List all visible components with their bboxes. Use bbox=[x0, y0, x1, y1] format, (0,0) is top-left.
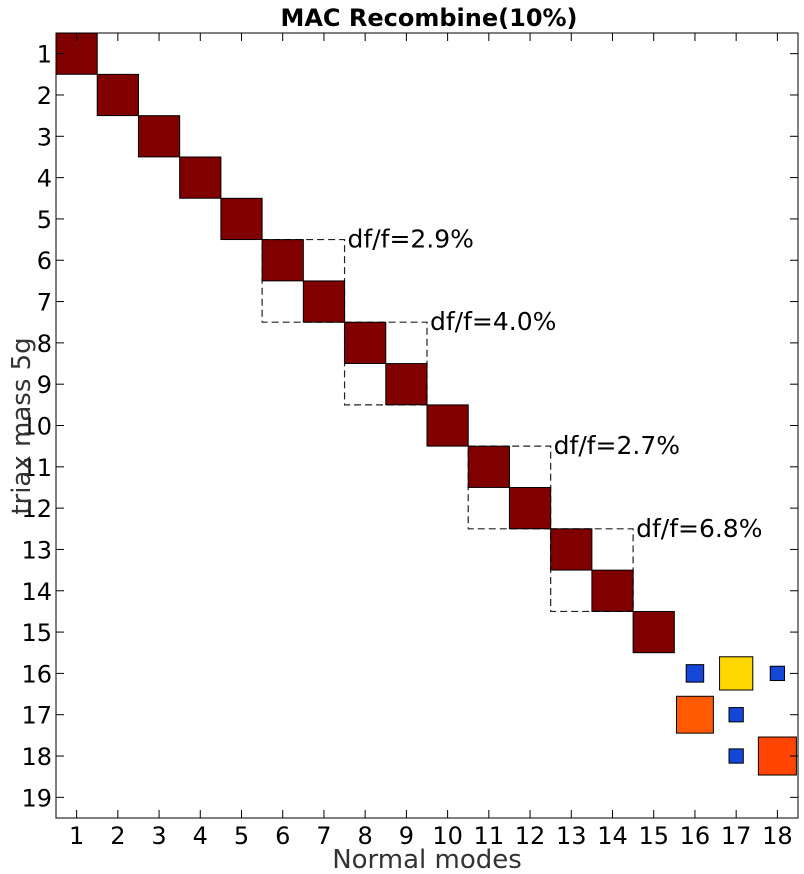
axis-ticks bbox=[56, 33, 798, 818]
heatmap-cell bbox=[344, 321, 387, 364]
heatmap-cell bbox=[728, 748, 744, 764]
heatmap-cell bbox=[385, 363, 428, 406]
heatmap-cell bbox=[426, 404, 469, 447]
x-tick-label: 1 bbox=[69, 822, 84, 850]
x-tick-label: 4 bbox=[193, 822, 208, 850]
annotation-labels: df/f=2.9% df/f=4.0% df/f=2.7% df/f=6.8% bbox=[348, 225, 763, 543]
y-tick-label: 4 bbox=[37, 165, 52, 193]
y-tick-label: 3 bbox=[37, 123, 52, 151]
annotation-label: df/f=2.7% bbox=[554, 431, 680, 460]
heatmap-cell bbox=[550, 528, 593, 571]
heatmap-cell bbox=[137, 115, 181, 158]
heatmap-cell bbox=[719, 656, 754, 691]
x-axis-label: Normal modes bbox=[332, 845, 522, 874]
heatmap-cell bbox=[591, 569, 634, 612]
heatmap-cell bbox=[467, 445, 510, 488]
y-tick-label: 11 bbox=[21, 454, 52, 482]
heatmap-cell bbox=[632, 610, 675, 654]
y-axis-label: triax mass 5g bbox=[7, 337, 37, 514]
heatmap-cell bbox=[508, 487, 552, 530]
y-tick-label: 7 bbox=[37, 289, 52, 317]
x-tick-label: 12 bbox=[515, 822, 546, 850]
x-tick-label: 5 bbox=[234, 822, 249, 850]
x-tick-label: 7 bbox=[316, 822, 331, 850]
x-tick-label: 17 bbox=[721, 822, 752, 850]
heatmap-cell bbox=[261, 239, 304, 282]
y-tick-label: 19 bbox=[21, 784, 52, 812]
y-tick-label: 12 bbox=[21, 495, 52, 523]
annotation-label: df/f=4.0% bbox=[430, 307, 556, 336]
x-tick-label: 11 bbox=[474, 822, 505, 850]
heatmap-cell bbox=[179, 156, 222, 199]
y-tick-label: 9 bbox=[37, 371, 52, 399]
x-tick-labels: 1 2 3 4 5 6 7 8 9 10 11 12 13 14 15 16 17 18 bbox=[69, 822, 793, 850]
heatmap-cell bbox=[676, 695, 714, 734]
x-tick-label: 2 bbox=[110, 822, 125, 850]
y-tick-label: 17 bbox=[21, 702, 52, 730]
x-tick-label: 18 bbox=[762, 822, 793, 850]
x-tick-label: 15 bbox=[638, 822, 669, 850]
y-tick-label: 1 bbox=[37, 41, 52, 69]
x-tick-label: 8 bbox=[358, 822, 373, 850]
y-tick-label: 15 bbox=[21, 619, 52, 647]
y-tick-label: 2 bbox=[37, 82, 52, 110]
heatmap-cell bbox=[685, 664, 705, 683]
x-tick-label: 13 bbox=[556, 822, 587, 850]
heatmap-cell bbox=[302, 280, 346, 323]
y-tick-label: 13 bbox=[21, 536, 52, 564]
x-tick-label: 10 bbox=[432, 822, 463, 850]
y-tick-label: 16 bbox=[21, 660, 52, 688]
x-tick-label: 9 bbox=[399, 822, 414, 850]
heatmap-cell bbox=[96, 73, 139, 117]
annotation-label: df/f=6.8% bbox=[636, 514, 762, 543]
chart-title: MAC Recombine(10%) bbox=[280, 4, 577, 32]
heatmap-cell bbox=[220, 197, 263, 241]
y-tick-label: 14 bbox=[21, 578, 52, 606]
y-tick-label: 10 bbox=[21, 413, 52, 441]
heatmap-cell bbox=[769, 665, 786, 682]
x-tick-label: 16 bbox=[680, 822, 711, 850]
x-tick-label: 3 bbox=[151, 822, 166, 850]
heatmap-cell bbox=[728, 707, 744, 723]
y-tick-label: 8 bbox=[37, 330, 52, 358]
y-tick-label: 18 bbox=[21, 743, 52, 771]
heatmap-cells bbox=[55, 32, 797, 776]
y-tick-label: 6 bbox=[37, 247, 52, 275]
x-tick-label: 6 bbox=[275, 822, 290, 850]
annotation-label: df/f=2.9% bbox=[348, 225, 474, 254]
x-tick-label: 14 bbox=[597, 822, 628, 850]
y-tick-label: 5 bbox=[37, 206, 52, 234]
